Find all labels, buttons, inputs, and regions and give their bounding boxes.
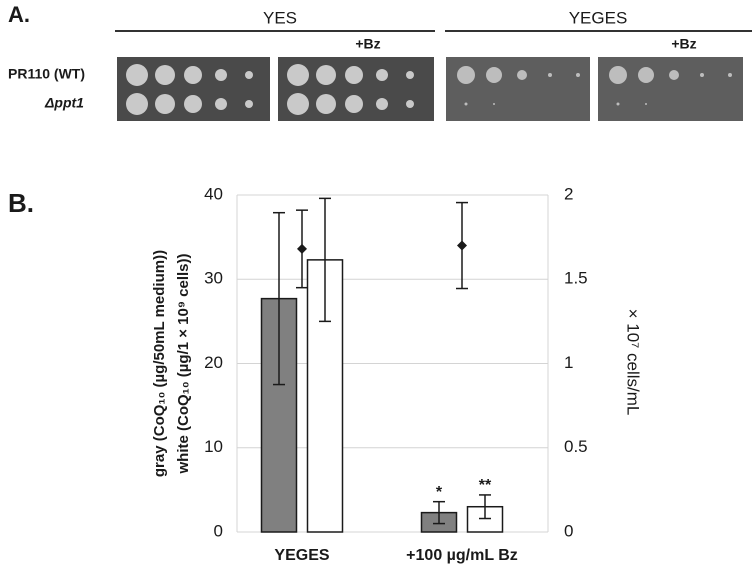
colony xyxy=(486,67,502,83)
colony xyxy=(609,66,627,84)
y2-tick-label: 0 xyxy=(564,521,573,540)
colony xyxy=(287,93,309,115)
colony xyxy=(376,69,388,81)
colony xyxy=(155,65,175,85)
colony xyxy=(126,93,148,115)
colony xyxy=(406,100,414,108)
plates xyxy=(117,57,743,121)
colony xyxy=(700,73,704,77)
group-title: YEGES xyxy=(569,8,628,27)
y2-tick-label: 1 xyxy=(564,353,573,372)
y-axis-label: white (CoQ₁₀ (µg/1 × 10⁹ cells)) xyxy=(175,253,192,474)
colony xyxy=(245,100,253,108)
error-bar xyxy=(479,494,491,520)
colony xyxy=(155,94,175,114)
colony xyxy=(245,71,253,79)
x-tick-label: YEGES xyxy=(274,547,329,564)
diamond-marker xyxy=(457,240,467,251)
colony xyxy=(345,66,363,84)
error-bar xyxy=(433,500,445,525)
diamond-marker xyxy=(297,243,307,254)
error-bar xyxy=(273,211,285,386)
y-tick-label: 40 xyxy=(204,184,223,203)
panel-label: A. xyxy=(8,2,30,27)
significance-label: * xyxy=(436,484,443,501)
colony xyxy=(184,95,202,113)
strain-label: Δppt1 xyxy=(44,95,84,111)
colony xyxy=(645,103,647,105)
y2-tick-label: 1.5 xyxy=(564,269,588,288)
colony xyxy=(345,95,363,113)
colony xyxy=(517,70,527,80)
colony xyxy=(215,69,227,81)
colony xyxy=(728,73,732,77)
y-axis-label: gray (CoQ₁₀ (µg/50mL medium)) xyxy=(151,250,168,477)
colony xyxy=(215,98,227,110)
y-tick-label: 30 xyxy=(204,269,223,288)
colony xyxy=(287,64,309,86)
y2-tick-label: 2 xyxy=(564,184,573,203)
y-tick-label: 0 xyxy=(214,521,223,540)
panel-label: B. xyxy=(8,188,34,218)
colony xyxy=(669,70,679,80)
significance-label: ** xyxy=(479,477,492,494)
colony xyxy=(316,65,336,85)
colony xyxy=(406,71,414,79)
colony xyxy=(548,73,552,77)
y2-tick-label: 0.5 xyxy=(564,437,588,456)
group-title: YES xyxy=(263,8,297,27)
y-tick-label: 20 xyxy=(204,353,223,372)
colony xyxy=(576,73,580,77)
colony xyxy=(616,102,620,106)
treatment-label: +Bz xyxy=(355,36,380,52)
colony xyxy=(638,67,654,83)
error-bar xyxy=(319,197,331,323)
colony xyxy=(457,66,475,84)
y-tick-label: 10 xyxy=(204,437,223,456)
colony xyxy=(464,102,468,106)
x-tick-label: +100 µg/mL Bz xyxy=(406,547,518,564)
colony xyxy=(126,64,148,86)
colony xyxy=(376,98,388,110)
treatment-label: +Bz xyxy=(671,36,696,52)
strain-label: PR110 (WT) xyxy=(8,66,85,82)
y2-axis-label: × 10⁷ cells/mL xyxy=(624,309,643,416)
colony xyxy=(184,66,202,84)
colony xyxy=(316,94,336,114)
colony xyxy=(493,103,495,105)
